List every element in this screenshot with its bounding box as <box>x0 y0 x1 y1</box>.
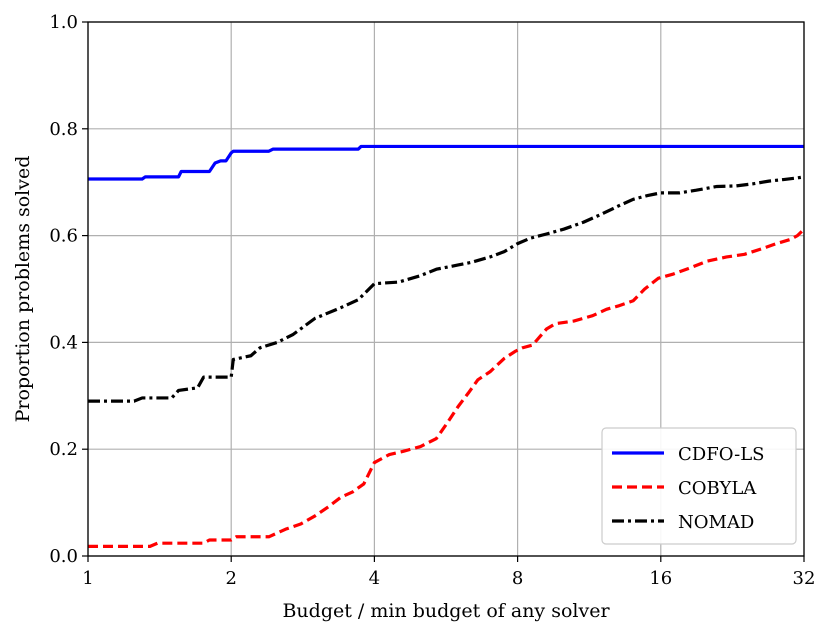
series-line-cobyla <box>88 228 806 548</box>
x-tick-label: 4 <box>369 568 380 589</box>
legend-box <box>601 427 797 545</box>
x-tick-label: 32 <box>793 568 816 589</box>
legend-entry-label: COBYLA <box>678 478 757 499</box>
axis-ticks: 1 2 4 8 16 32 0.0 0.2 0.4 0.6 0.8 1.0 <box>49 12 815 589</box>
y-tick-label: 1.0 <box>49 12 78 33</box>
series-lines <box>88 144 806 548</box>
legend: CDFO-LS COBYLA NOMAD <box>601 427 797 545</box>
y-tick-label: 0.6 <box>49 226 78 247</box>
y-tick-label: 0.0 <box>49 546 78 567</box>
x-tick-label: 1 <box>82 568 93 589</box>
plot-frame <box>87 21 805 557</box>
y-axis-label: Proportion problems solved <box>12 156 34 423</box>
legend-entry-label: CDFO-LS <box>678 444 764 465</box>
x-tick-label: 8 <box>512 568 523 589</box>
y-tick-label: 0.2 <box>49 439 78 460</box>
x-tick-label: 2 <box>225 568 236 589</box>
legend-entry-label: NOMAD <box>678 512 754 533</box>
series-line-nomad <box>88 175 805 403</box>
x-tick-label: 16 <box>649 568 672 589</box>
y-tick-label: 0.8 <box>49 119 78 140</box>
series-line-cdfo-ls <box>88 144 804 181</box>
x-axis-label: Budget / min budget of any solver <box>282 600 610 622</box>
y-tick-label: 0.4 <box>49 332 78 353</box>
